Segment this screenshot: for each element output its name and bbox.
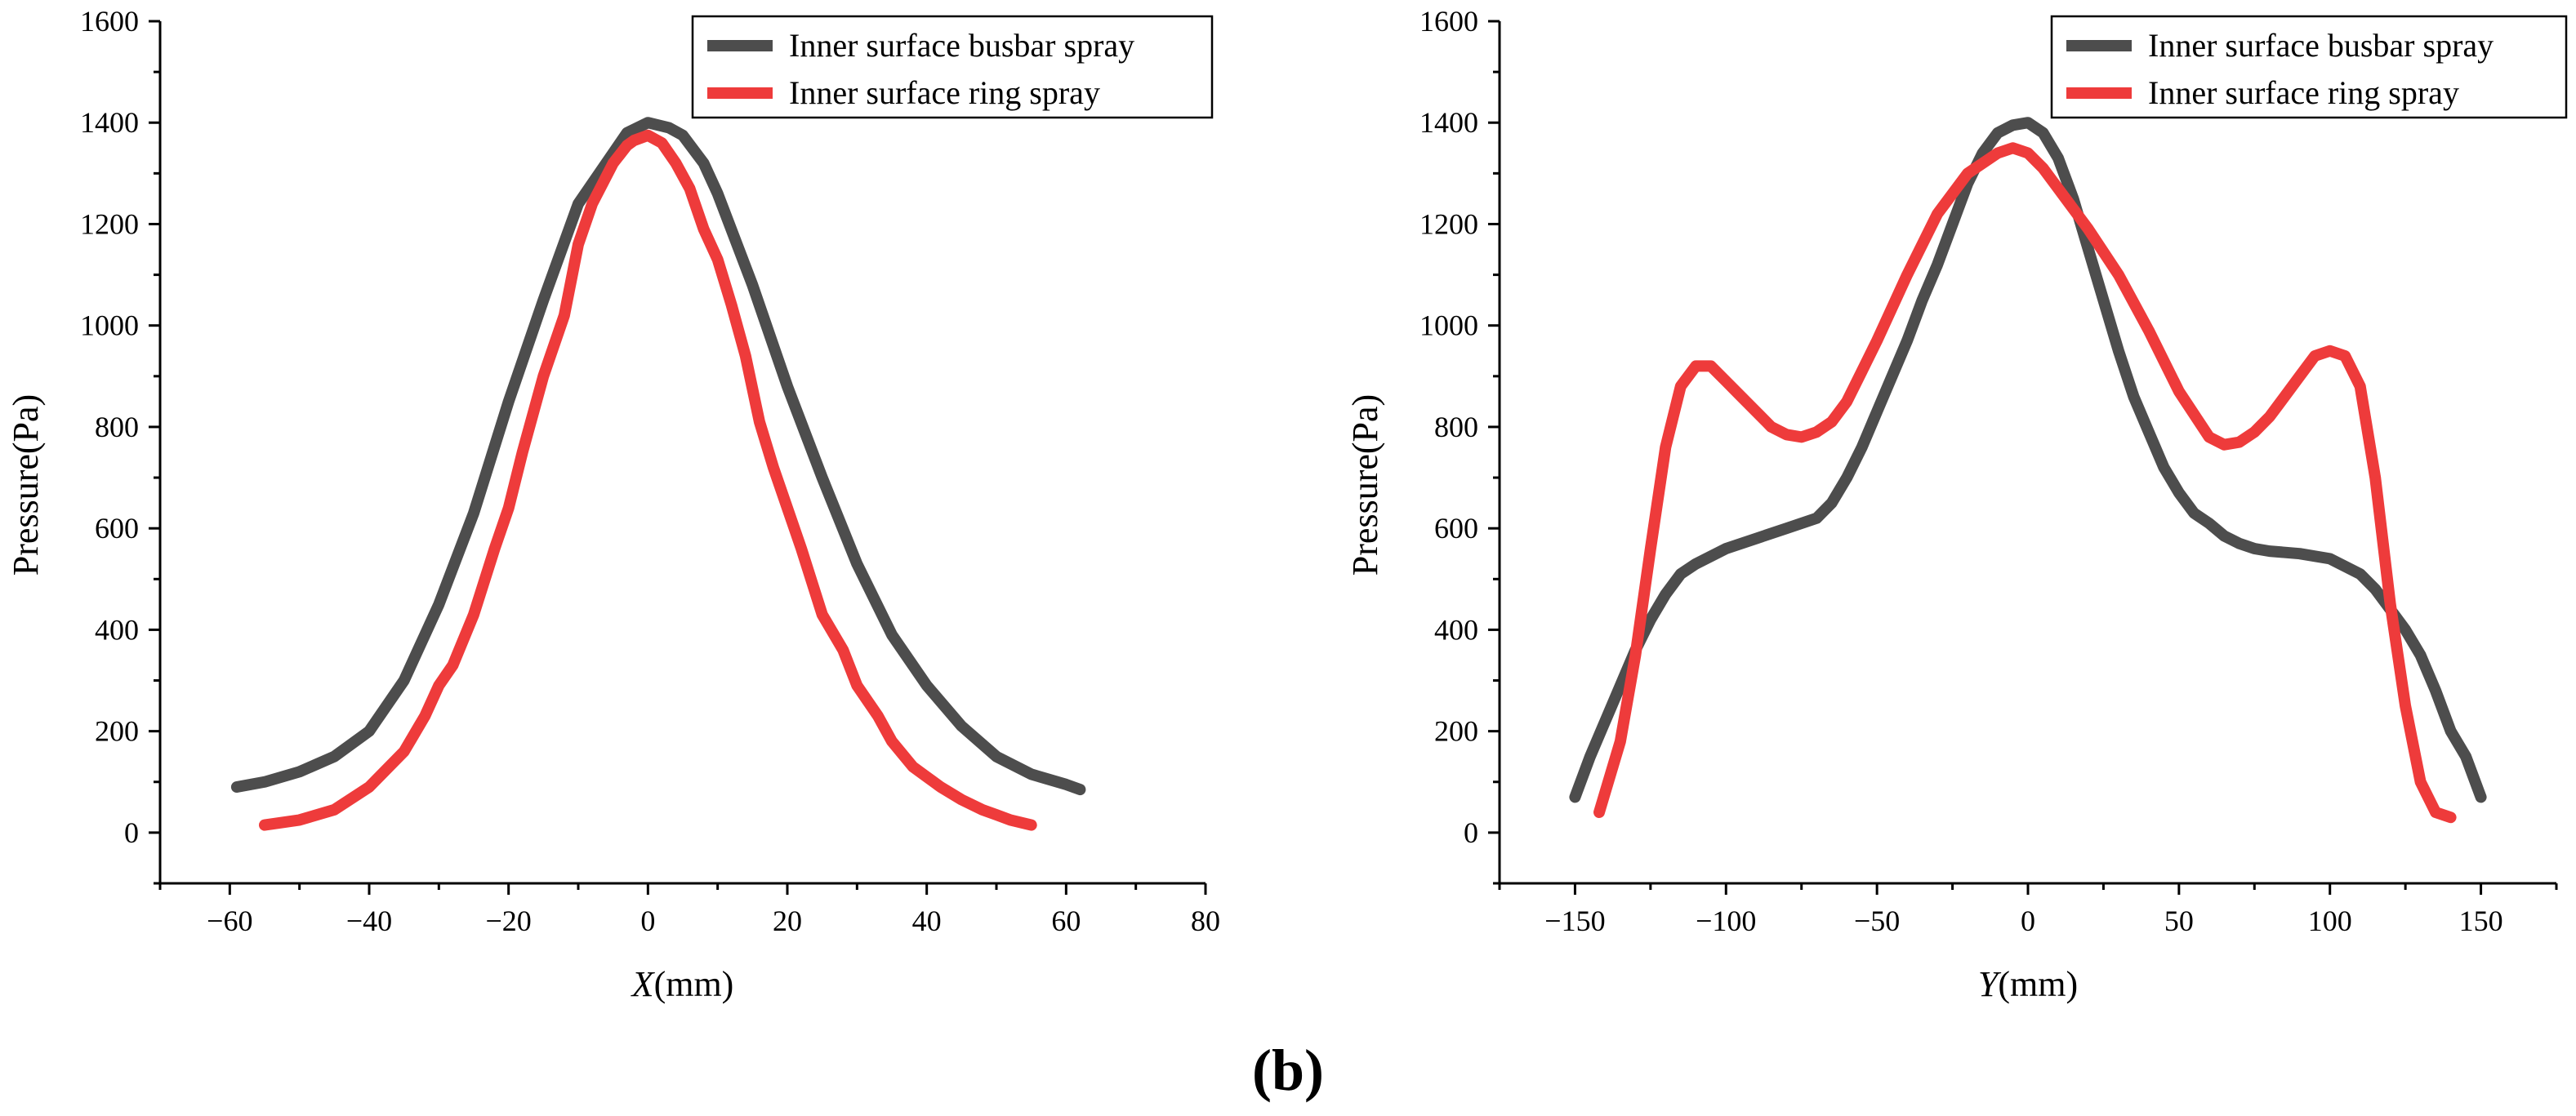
y-axis-title: Pressure(Pa) [1345,394,1385,576]
x-axis-variable: Y [1978,964,2002,1004]
y-tick-label: 800 [95,411,139,443]
y-tick-label: 600 [95,512,139,545]
y-tick-label: 1600 [1419,5,1478,38]
x-tick-label: 150 [2459,905,2503,937]
x-axis-variable: X [631,964,656,1004]
x-tick-label: 0 [640,905,655,937]
x-tick-label: −100 [1696,905,1756,937]
y-tick-label: 1400 [80,106,139,139]
x-tick-label: 80 [1191,905,1220,937]
legend-box [691,15,1214,119]
figure-caption: (b) [1252,1038,1324,1103]
x-tick-label: 20 [773,905,802,937]
x-tick-label: −150 [1544,905,1605,937]
y-tick-label: 200 [1434,715,1478,748]
y-tick-label: 1400 [1419,106,1478,139]
y-tick-label: 400 [95,613,139,646]
y-tick-label: 1000 [1419,309,1478,342]
x-axis-title: X(mm) [631,964,734,1004]
legend-ring-label: Inner surface ring spray [2148,74,2459,111]
caption-close-paren: ) [1304,1038,1324,1103]
y-tick-label: 200 [95,715,139,748]
x-axis-unit: (mm) [654,964,734,1004]
x-axis-unit: (mm) [1998,964,2078,1004]
y-tick-label: 0 [124,816,139,849]
series-ring-line [1593,142,2457,824]
y-tick-label: 800 [1434,411,1478,443]
x-tick-label: −40 [346,905,392,937]
y-axis-title: Pressure(Pa) [6,394,46,576]
x-axis-title: Y(mm) [1978,964,2078,1004]
y-tick-label: 1200 [80,207,139,240]
x-tick-label: 60 [1051,905,1081,937]
x-tick-label: −60 [207,905,252,937]
series-busbar-line [1569,117,2487,803]
y-tick-label: 1600 [80,5,139,38]
legend-busbar-label: Inner surface busbar spray [789,27,1134,64]
x-tick-label: 50 [2164,905,2194,937]
x-tick-label: −50 [1854,905,1900,937]
series-ring-line [259,129,1037,831]
chart-left: 0 200 400 600 800 1000 1200 1400 1600 −60 −40 −20 0 2… [6,5,1220,1004]
x-tick-label: 40 [912,905,942,937]
x-tick-label: −20 [486,905,532,937]
x-tick-label: 0 [2021,905,2035,937]
caption-letter: b [1272,1038,1304,1103]
y-tick-label: 1200 [1419,207,1478,240]
legend-ring-label: Inner surface ring spray [789,74,1100,111]
x-tick-label: 100 [2308,905,2352,937]
y-tick-label: 1000 [80,309,139,342]
series-busbar-line [230,117,1086,796]
y-tick-label: 600 [1434,512,1478,545]
legend-busbar-label: Inner surface busbar spray [2148,27,2494,64]
legend-box [2050,15,2568,119]
caption-open-paren: ( [1252,1038,1272,1103]
y-tick-label: 400 [1434,613,1478,646]
y-tick-label: 0 [1464,816,1478,849]
